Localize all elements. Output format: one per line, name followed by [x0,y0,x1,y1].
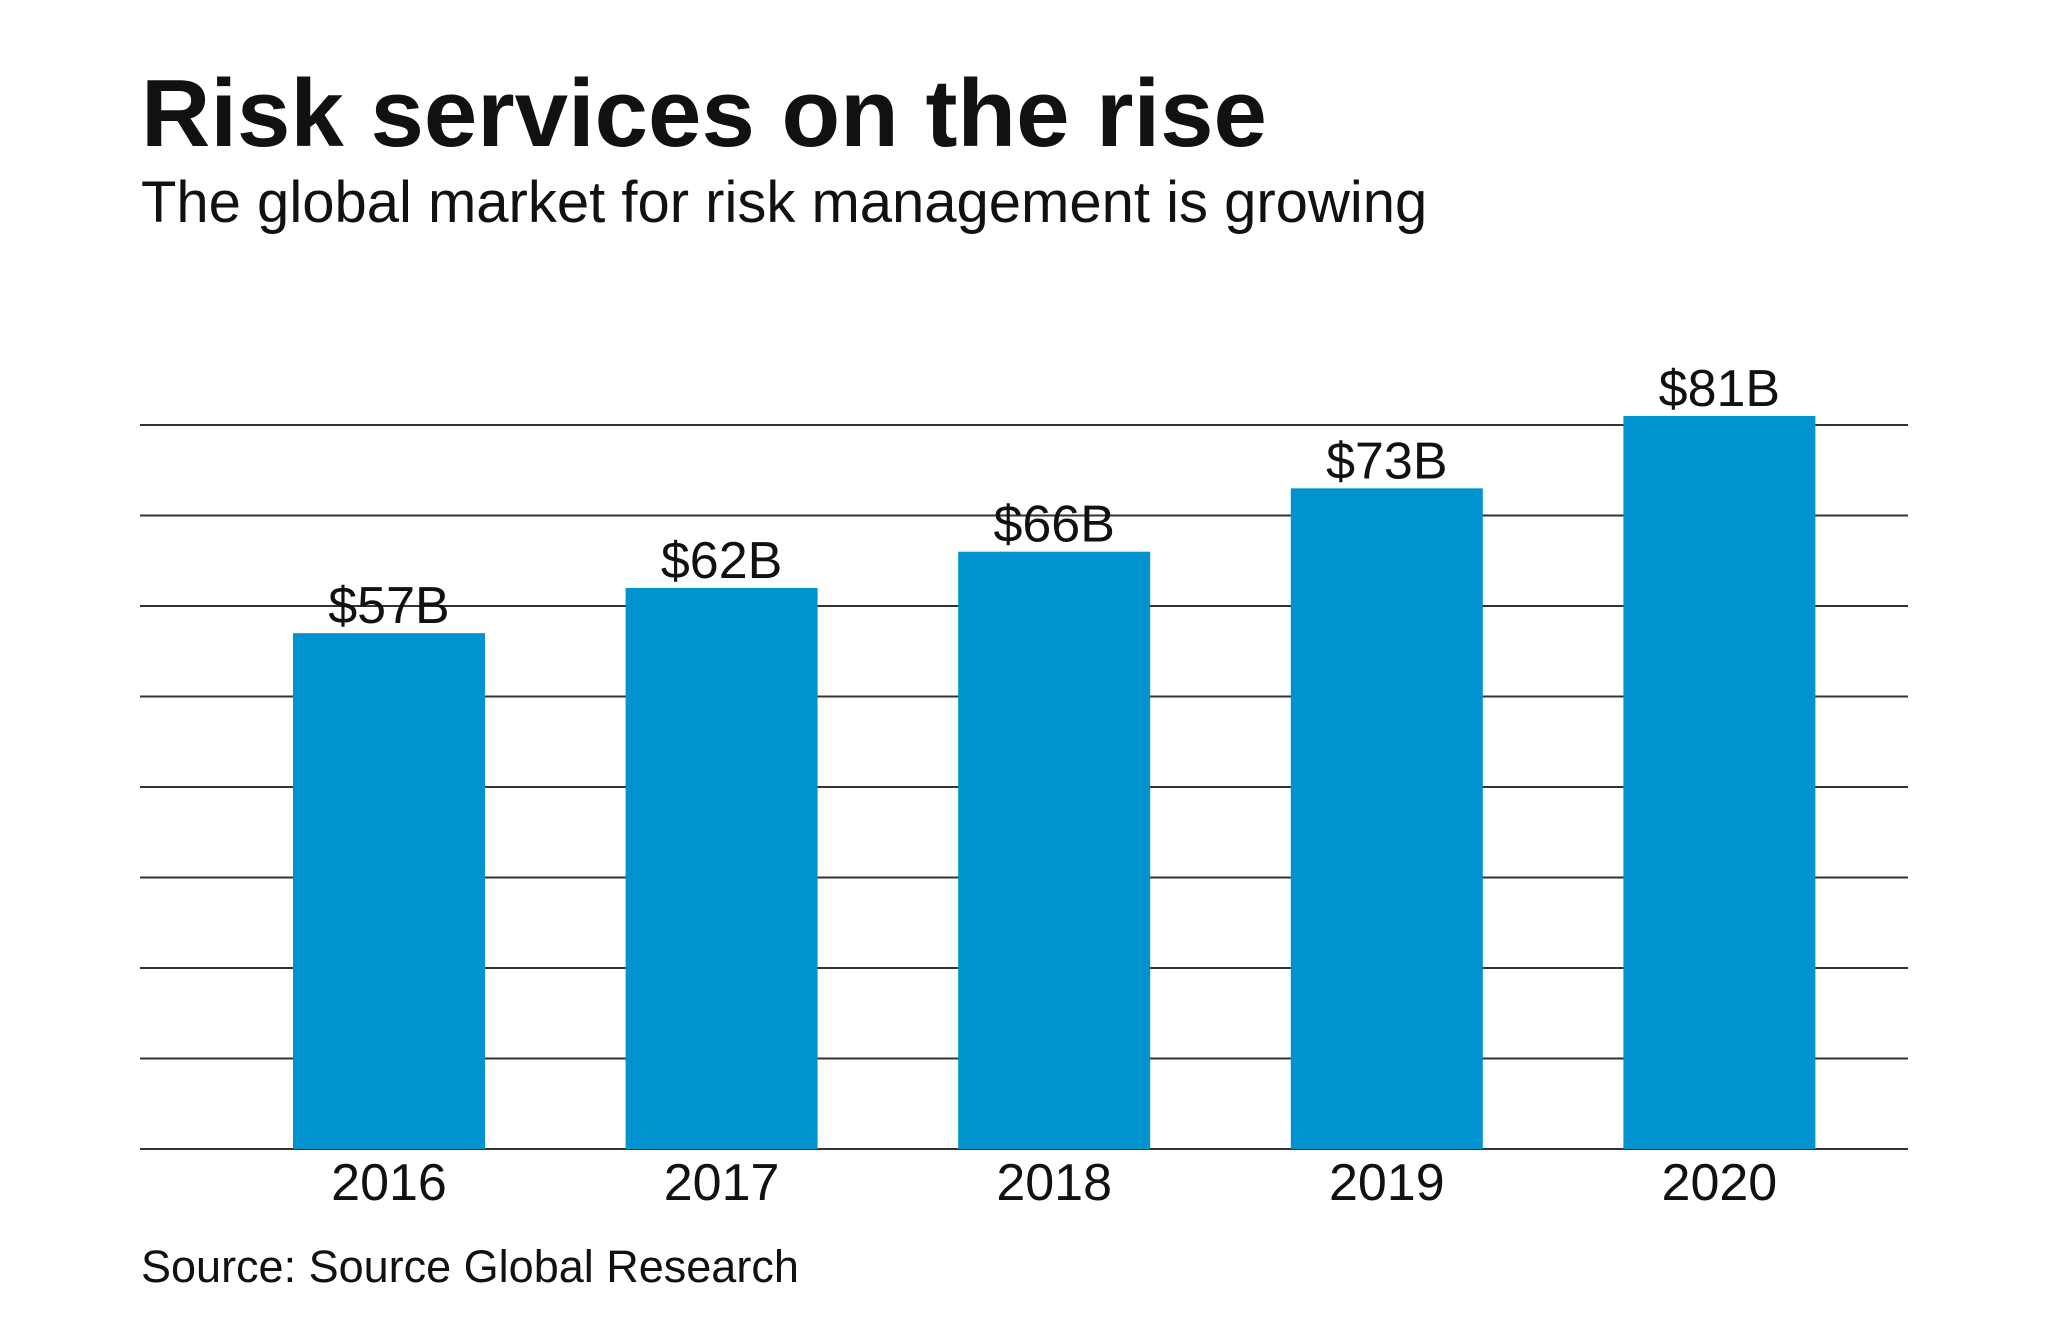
source-note: Source: Source Global Research [141,1241,799,1292]
data-labels: $57B $62B $66B $73B $81B [328,360,1780,635]
bar-2017 [625,587,818,1149]
bar-2016 [293,633,485,1149]
x-tick-label: 2018 [996,1154,1112,1212]
bars [293,415,1816,1150]
data-label-2020: $81B [1659,360,1780,418]
data-label-2019: $73B [1326,432,1447,490]
x-tick-label: 2020 [1662,1154,1778,1212]
chart-subtitle: The global market for risk management is… [141,170,1427,235]
x-tick-label: 2017 [664,1154,780,1212]
chart-title: Risk services on the rise [141,60,1267,167]
bar-2020 [1623,415,1816,1149]
data-label-2017: $62B [661,532,782,590]
data-label-2018: $66B [993,496,1114,554]
data-label-2016: $57B [328,577,449,635]
bar-2019 [1290,488,1483,1150]
x-tick-label: 2019 [1329,1154,1445,1212]
x-tick-label: 2016 [331,1154,447,1212]
bar-2018 [958,551,1151,1149]
x-axis-ticks: 2016 2017 2018 2019 2020 [331,1154,1777,1212]
